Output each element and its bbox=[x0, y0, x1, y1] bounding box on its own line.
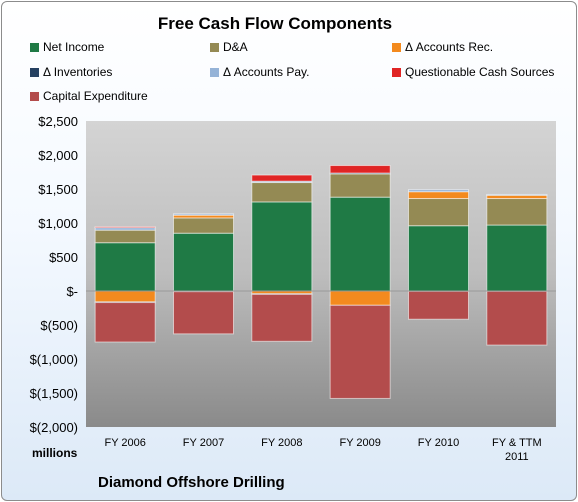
bar-segment bbox=[329, 304, 391, 399]
legend-item-accounts-pay: Δ Accounts Pay. bbox=[210, 65, 310, 79]
y-tick-label: $1,500 bbox=[38, 182, 78, 197]
bar-segment bbox=[251, 293, 313, 342]
x-tick-label: FY 2006 bbox=[104, 437, 145, 449]
legend-swatch bbox=[30, 92, 39, 101]
y-tick-label: $500 bbox=[49, 250, 78, 265]
bar-segment bbox=[94, 302, 156, 343]
legend-swatch bbox=[392, 68, 401, 77]
legend-item-accounts-rec: Δ Accounts Rec. bbox=[392, 40, 493, 54]
plot-area bbox=[86, 121, 556, 427]
legend-swatch bbox=[392, 43, 401, 52]
y-tick-label: $(1,000) bbox=[30, 352, 78, 367]
bar-segment bbox=[251, 201, 313, 292]
legend-swatch bbox=[210, 68, 219, 77]
x-tick-label: FY & TTM 2011 bbox=[492, 437, 542, 463]
legend-label: Capital Expenditure bbox=[43, 89, 148, 103]
bar-segment bbox=[408, 191, 469, 200]
y-tick-label: $(2,000) bbox=[30, 420, 78, 435]
y-tick-label: $1,000 bbox=[38, 216, 78, 231]
legend-label: Δ Inventories bbox=[43, 65, 113, 79]
company-label: Diamond Offshore Drilling bbox=[98, 474, 285, 491]
x-tick-label: FY 2009 bbox=[339, 437, 380, 449]
legend-label: D&A bbox=[223, 40, 248, 54]
y-tick-label: $- bbox=[66, 284, 78, 299]
bar-segment bbox=[173, 217, 234, 234]
legend-item-net-income: Net Income bbox=[30, 40, 104, 54]
legend-swatch bbox=[30, 68, 39, 77]
x-tick-label: FY 2010 bbox=[418, 437, 459, 449]
bar-segment bbox=[329, 290, 391, 306]
legend-swatch bbox=[210, 43, 219, 52]
legend-label: Δ Accounts Pay. bbox=[223, 65, 310, 79]
x-tick-label: FY 2007 bbox=[183, 437, 224, 449]
bar-segment bbox=[486, 198, 548, 226]
legend-item-questionable-cash: Questionable Cash Sources bbox=[392, 65, 554, 79]
y-tick-label: $(500) bbox=[40, 318, 78, 333]
bar-segment bbox=[173, 213, 234, 216]
bar-segment bbox=[408, 198, 469, 227]
legend-item-capital-expenditure: Capital Expenditure bbox=[30, 89, 148, 103]
units-label: millions bbox=[32, 446, 78, 460]
bar-segment bbox=[94, 242, 156, 292]
bar-segment bbox=[329, 173, 391, 198]
bar-segment bbox=[173, 291, 234, 335]
x-tick-label: FY 2008 bbox=[261, 437, 302, 449]
chart-title: Free Cash Flow Components bbox=[157, 14, 393, 33]
bar-segment bbox=[329, 165, 391, 174]
legend-label: Questionable Cash Sources bbox=[405, 65, 555, 79]
legend-item-da: D&A bbox=[210, 40, 248, 54]
bar-segment bbox=[173, 232, 234, 292]
bar-segment bbox=[408, 225, 469, 292]
bar-segment bbox=[251, 182, 313, 203]
bar-segment bbox=[329, 196, 391, 292]
bar-segment bbox=[408, 189, 469, 193]
bar-segment bbox=[94, 290, 156, 303]
bar-segment bbox=[94, 226, 156, 229]
legend-swatch bbox=[30, 43, 39, 52]
bar-segment bbox=[94, 229, 156, 244]
bar-segment bbox=[251, 174, 313, 182]
y-tick-label: $2,500 bbox=[38, 114, 78, 129]
legend-item-inventories: Δ Inventories bbox=[30, 65, 112, 79]
bar-segment bbox=[486, 193, 548, 196]
y-tick-label: $2,000 bbox=[38, 148, 78, 163]
legend-label: Δ Accounts Rec. bbox=[405, 40, 494, 54]
y-tick-label: $(1,500) bbox=[30, 386, 78, 401]
legend-label: Net Income bbox=[43, 40, 105, 54]
bar-segment bbox=[486, 224, 548, 292]
bar-segment bbox=[486, 290, 548, 346]
bar-segment bbox=[408, 290, 469, 320]
